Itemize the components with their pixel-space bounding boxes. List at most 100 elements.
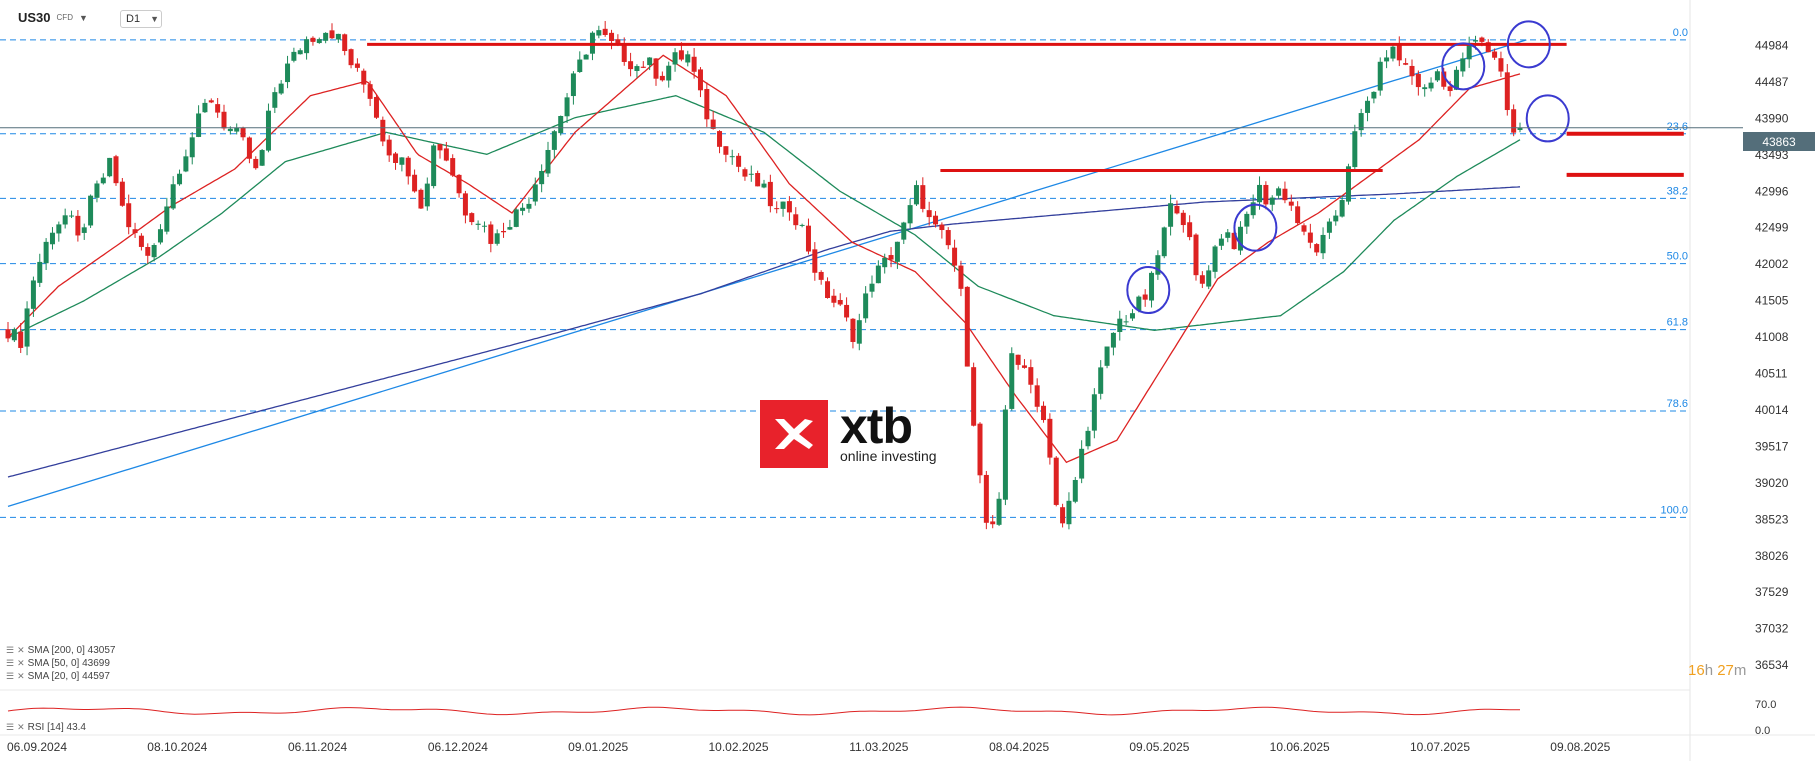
candle-body xyxy=(958,265,964,289)
candle-body xyxy=(75,215,81,236)
candle-body xyxy=(24,308,30,347)
candle-body xyxy=(1187,222,1193,238)
symbol-selector[interactable]: US30 CFD ▼ xyxy=(18,10,88,25)
candle-body xyxy=(259,150,265,166)
candle-body xyxy=(481,225,487,227)
highlight-circle xyxy=(1233,203,1278,252)
candle-body xyxy=(119,181,125,206)
candle-body xyxy=(837,299,843,305)
y-tick-label: 41505 xyxy=(1755,294,1789,308)
y-tick-label: 39517 xyxy=(1755,439,1789,453)
menu-icon[interactable]: ☰ xyxy=(6,671,15,681)
candle-body xyxy=(907,205,913,224)
candle-body xyxy=(456,174,462,194)
candle-body xyxy=(94,183,100,198)
candle-body xyxy=(1041,405,1047,421)
candle-body xyxy=(704,89,710,120)
candle-body xyxy=(1206,270,1212,287)
chevron-down-icon[interactable]: ▼ xyxy=(78,12,88,23)
candle-body xyxy=(564,97,570,117)
highlight-circle xyxy=(1506,20,1551,69)
candle-body xyxy=(812,249,818,273)
chevron-down-icon[interactable]: ▼ xyxy=(150,14,159,24)
candle-body xyxy=(1288,201,1294,206)
candle-body xyxy=(831,295,837,303)
candle-body xyxy=(1174,205,1180,214)
candle-body xyxy=(1263,184,1269,205)
candle-body xyxy=(539,170,545,185)
candle-body xyxy=(234,127,240,132)
candle-body xyxy=(697,69,703,91)
close-icon[interactable]: ✕ xyxy=(17,645,25,655)
candle-body xyxy=(88,195,94,226)
rsi-tick-label: 70.0 xyxy=(1755,699,1776,711)
candle-body xyxy=(825,281,831,298)
candle-body xyxy=(532,184,538,202)
candle-body xyxy=(462,193,468,216)
current-price-value: 43863 xyxy=(1762,134,1796,149)
candle-body xyxy=(774,208,780,210)
candle-body xyxy=(113,156,119,184)
xtb-x-icon xyxy=(760,400,828,468)
candle-body xyxy=(634,66,640,71)
highlight-circle xyxy=(1525,94,1570,143)
candle-body xyxy=(81,227,87,233)
y-tick-label: 43493 xyxy=(1755,148,1789,162)
candle-body xyxy=(1428,82,1434,89)
candle-body xyxy=(278,83,284,94)
candle-body xyxy=(49,232,55,245)
candle-body xyxy=(628,61,634,70)
legend-sma-200[interactable]: ☰ ✕ SMA [200, 0] 43057 xyxy=(6,645,115,656)
menu-icon[interactable]: ☰ xyxy=(6,645,15,655)
candle-body xyxy=(990,521,996,525)
menu-icon[interactable]: ☰ xyxy=(6,722,15,732)
candle-body xyxy=(882,257,888,268)
candle-body xyxy=(621,43,627,62)
legend-sma-20[interactable]: ☰ ✕ SMA [20, 0] 44597 xyxy=(6,671,110,682)
fib-level-label: 23.6 xyxy=(1667,121,1688,133)
candle-body xyxy=(1358,113,1364,131)
candle-body xyxy=(367,84,373,99)
timeframe-selector[interactable]: D1 ▼ xyxy=(120,10,162,28)
close-icon[interactable]: ✕ xyxy=(17,671,25,681)
legend-rsi[interactable]: ☰ ✕ RSI [14] 43.4 xyxy=(6,722,86,733)
menu-icon[interactable]: ☰ xyxy=(6,658,15,668)
candle-body xyxy=(1415,73,1421,88)
y-tick-label: 44984 xyxy=(1755,39,1789,53)
candle-body xyxy=(1453,69,1459,90)
xtb-logo: xtb online investing xyxy=(760,400,937,468)
candle-body xyxy=(1422,87,1428,90)
candle-body xyxy=(1377,61,1383,91)
candle-body xyxy=(272,92,278,108)
candle-body xyxy=(246,137,252,159)
candle-body xyxy=(1511,109,1517,133)
candle-body xyxy=(1492,51,1498,58)
candle-body xyxy=(469,213,475,223)
candle-body xyxy=(818,271,824,280)
candle-body xyxy=(761,183,767,188)
close-icon[interactable]: ✕ xyxy=(17,722,25,732)
symbol-name: US30 xyxy=(18,10,51,25)
legend-sma-50[interactable]: ☰ ✕ SMA [50, 0] 43699 xyxy=(6,658,110,669)
candle-body xyxy=(1218,238,1224,246)
candle-countdown: 16h 27m xyxy=(1688,662,1746,679)
candle-body xyxy=(1301,225,1307,232)
timer-hours: 16 xyxy=(1688,662,1705,679)
candle-body xyxy=(265,110,271,151)
candle-body xyxy=(507,227,513,230)
rsi-line xyxy=(7,706,1520,716)
x-tick-label: 06.12.2024 xyxy=(428,740,488,754)
candle-body xyxy=(863,293,869,319)
candle-body xyxy=(647,57,653,66)
candle-body xyxy=(875,265,881,284)
close-icon[interactable]: ✕ xyxy=(17,658,25,668)
candle-body xyxy=(850,318,856,342)
candle-body xyxy=(755,173,761,187)
candle-body xyxy=(1072,479,1078,502)
candle-body xyxy=(418,189,424,209)
candle-body xyxy=(952,247,958,266)
candle-body xyxy=(151,245,157,258)
candle-body xyxy=(1282,188,1288,201)
candle-body xyxy=(545,149,551,174)
